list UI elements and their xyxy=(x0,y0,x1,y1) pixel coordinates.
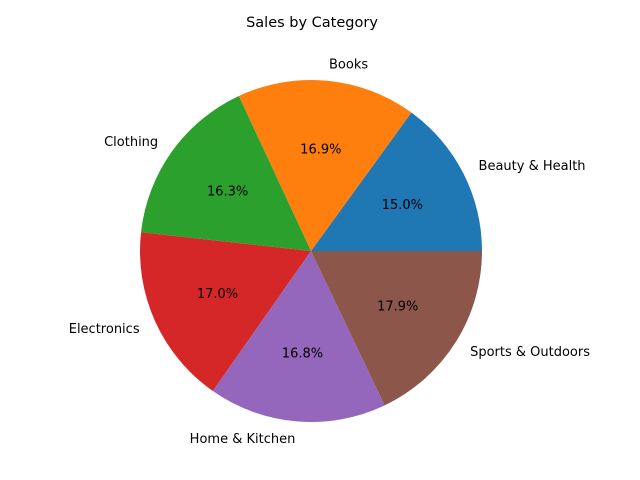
slice-label-books: Books xyxy=(329,57,368,72)
slice-percent-home-and-kitchen: 16.8% xyxy=(282,347,323,362)
slice-percent-sports-and-outdoors: 17.9% xyxy=(377,299,418,314)
pie-slice-home-and-kitchen xyxy=(212,251,385,423)
slice-percent-electronics: 17.0% xyxy=(197,287,238,302)
pie-category-labels: Beauty & Health Books Clothing Electronics H… xyxy=(69,57,590,447)
pie-slices xyxy=(139,79,482,423)
pie-percent-labels: 15.0% 16.9% 16.3% 17.0% 16.8% 17.9% xyxy=(197,142,423,361)
pie-slice-sports-and-outdoors xyxy=(311,251,482,406)
pie-slice-electronics xyxy=(139,232,311,391)
pie-slice-clothing xyxy=(141,95,311,252)
slice-label-home-and-kitchen: Home & Kitchen xyxy=(190,432,296,447)
slice-label-clothing: Clothing xyxy=(104,135,158,150)
slice-percent-books: 16.9% xyxy=(300,142,341,157)
slice-label-electronics: Electronics xyxy=(69,322,140,337)
pie-slice-books xyxy=(238,79,412,251)
slice-label-beauty-and-health: Beauty & Health xyxy=(479,159,586,174)
slice-label-sports-and-outdoors: Sports & Outdoors xyxy=(470,345,590,360)
slice-percent-clothing: 16.3% xyxy=(207,185,248,200)
slice-percent-beauty-and-health: 15.0% xyxy=(382,198,423,213)
pie-slice-beauty-and-health xyxy=(311,112,482,251)
chart-title: Sales by Category xyxy=(246,15,378,31)
